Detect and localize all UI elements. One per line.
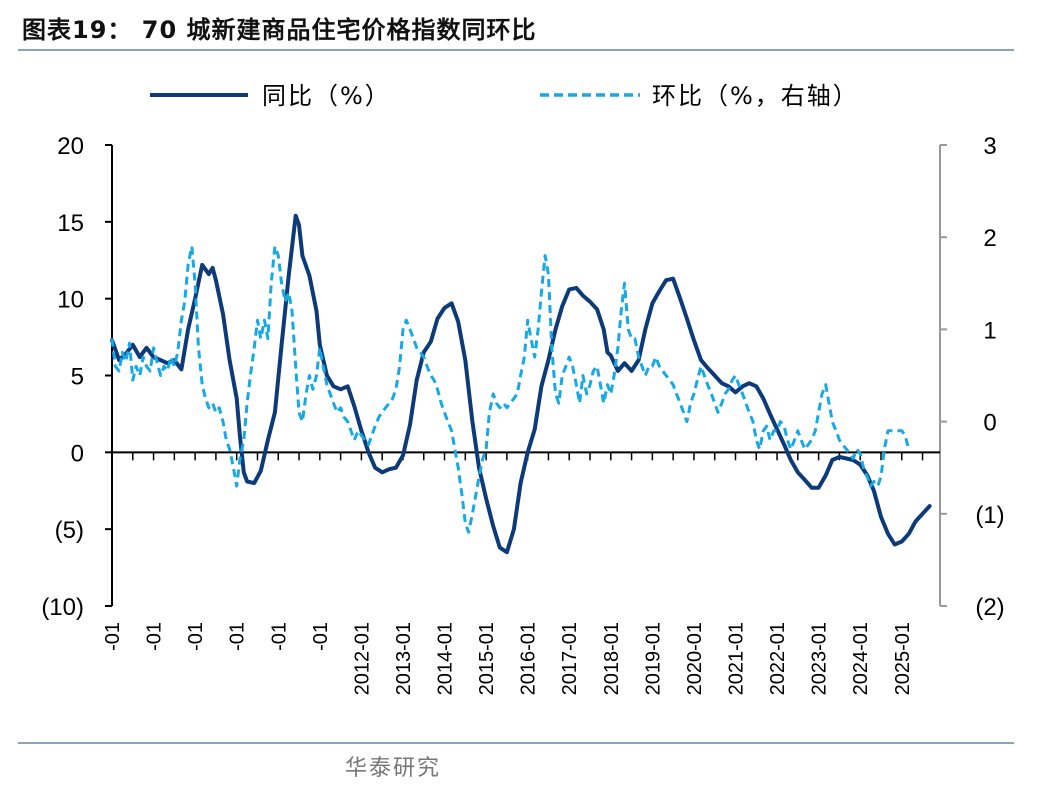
legend-label-mom: 环比（%，右轴） [652,82,859,110]
left-tick-label: (5) [55,517,84,544]
left-tick-label: 15 [57,210,84,237]
footer-divider [18,742,1014,744]
x-tick-label: -01 [310,622,332,651]
x-tick-label: 2015-01 [476,622,498,695]
series-line-yoy [110,213,932,555]
left-tick-label: (10) [41,594,84,621]
x-tick-label: 2013-01 [393,622,415,695]
right-tick-label: (2) [975,594,1004,621]
x-tick-label: -01 [185,622,207,651]
series-line-mom [110,244,911,534]
x-tick-label: 2020-01 [684,622,706,695]
x-tick-label: -01 [268,622,290,651]
right-tick-label: (1) [975,502,1004,529]
source-label: 华泰研究 [345,756,442,781]
left-tick-label: 20 [57,133,84,160]
x-tick-label: 2021-01 [725,622,747,695]
x-tick-label: -01 [102,622,124,651]
right-tick-label: 3 [983,133,996,160]
right-tick-label: 2 [983,225,996,252]
x-tick-label: 2016-01 [518,622,540,695]
right-tick-label: 1 [983,317,996,344]
legend-label-yoy: 同比（%） [262,82,391,110]
x-tick-label: 2017-01 [559,622,581,695]
x-tick-label: 2023-01 [809,622,831,695]
chart-title: 图表19： 70 城新建商品住宅价格指数同环比 [22,16,537,44]
x-tick-label: 2024-01 [850,622,872,695]
x-tick-label: 2019-01 [642,622,664,695]
title-divider [18,49,1014,51]
x-tick-label: -01 [144,622,166,651]
left-tick-label: 0 [71,440,84,467]
left-tick-label: 10 [57,287,84,314]
x-tick-label: 2018-01 [601,622,623,695]
x-tick-label: 2014-01 [435,622,457,695]
x-tick-label: 2012-01 [351,622,373,695]
legend: 同比（%） 环比（%，右轴） [150,82,859,110]
x-tick-label: 2022-01 [767,622,789,695]
right-tick-label: 0 [983,410,996,437]
series-layer [110,213,932,555]
x-tick-label: 2025-01 [892,622,914,695]
x-tick-label: -01 [227,622,249,651]
left-tick-label: 5 [71,364,84,391]
